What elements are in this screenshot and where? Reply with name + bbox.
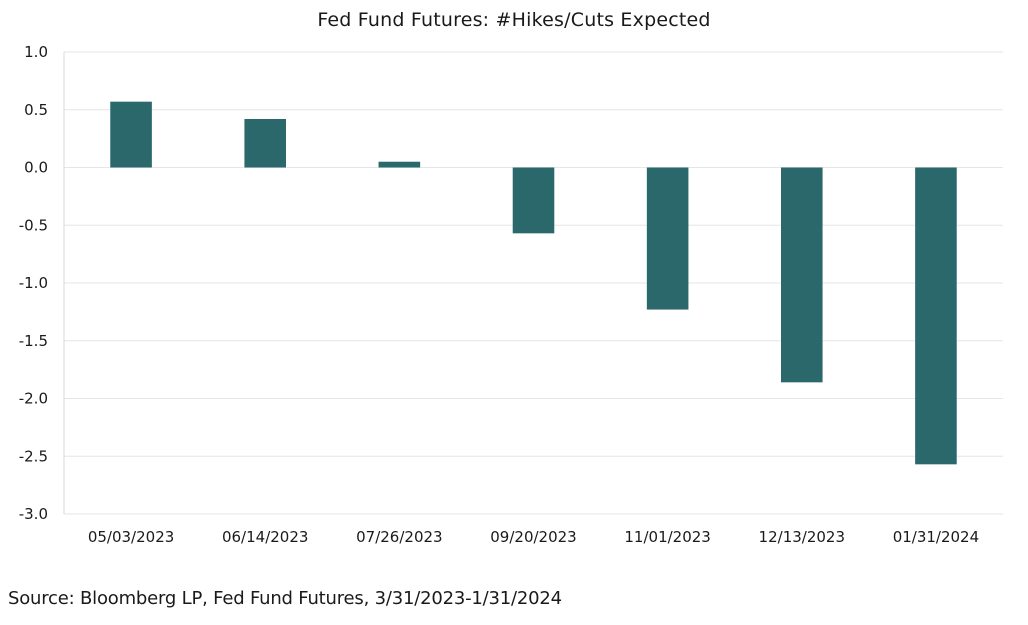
y-tick-label: -1.0 [19,274,48,292]
y-tick-label: -3.0 [19,505,48,523]
bar-12-13-2023 [780,167,823,383]
x-tick-label: 09/20/2023 [490,528,576,546]
y-tick-label: -2.0 [19,390,48,408]
y-tick-label: 0.0 [24,159,48,177]
chart-title: Fed Fund Futures: #Hikes/Cuts Expected [317,9,710,31]
x-tick-label: 05/03/2023 [88,528,174,546]
bar-11-01-2023 [646,167,689,310]
bar-06-14-2023 [244,118,286,168]
x-tick-label: 11/01/2023 [624,528,710,546]
source-note: Source: Bloomberg LP, Fed Fund Futures, … [8,588,562,609]
y-tick-label: 1.0 [24,43,48,61]
x-axis-ticks: 05/03/2023 06/14/2023 07/26/2023 09/20/2023… [88,528,979,546]
x-tick-label: 06/14/2023 [222,528,308,546]
bar-01-31-2024 [915,167,957,465]
y-tick-label: -1.5 [19,332,48,350]
bars [110,101,957,465]
y-tick-label: 0.5 [24,101,48,119]
bar-05-03-2023 [110,101,152,168]
y-tick-label: -2.5 [19,447,48,465]
x-tick-label: 12/13/2023 [759,528,845,546]
bar-09-20-2023 [512,167,555,234]
x-tick-label: 07/26/2023 [356,528,442,546]
gridlines [64,51,1003,515]
y-tick-label: -0.5 [19,216,48,234]
bar-07-26-2023 [378,161,421,168]
x-tick-label: 01/31/2024 [893,528,979,546]
y-axis-ticks: 1.0 0.5 0.0 -0.5 -1.0 -1.5 -2.0 -2.5 -3.0 [19,43,48,523]
